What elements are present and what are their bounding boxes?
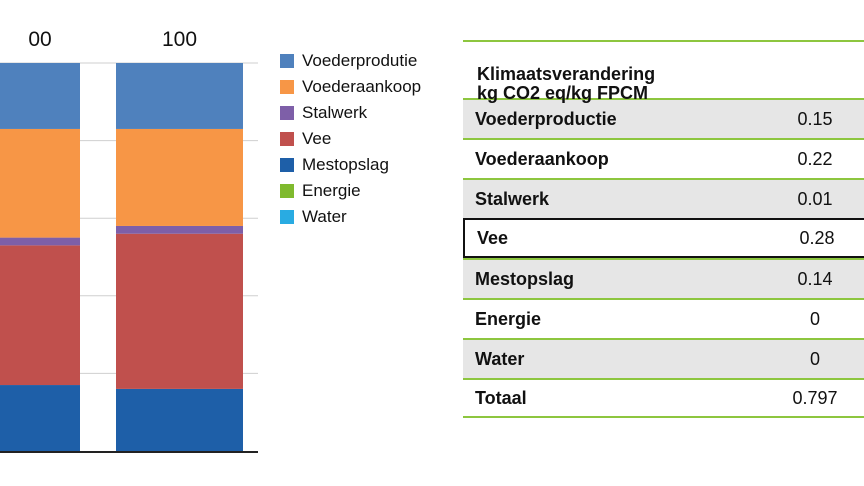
bar-total-label: 00 bbox=[28, 28, 51, 51]
bar-segment-mestopslag bbox=[0, 385, 80, 451]
legend-swatch bbox=[280, 210, 294, 224]
row-label: Mestopslag bbox=[475, 268, 575, 289]
table-row-voederproductie: Voederproductie 0.15 bbox=[463, 98, 864, 138]
stacked-bar-chart: 00 100 bbox=[0, 28, 258, 453]
bar-segment-stalwerk bbox=[116, 225, 243, 234]
legend-item-stalwerk: Stalwerk bbox=[280, 100, 421, 126]
table-row-mestopslag: Mestopslag 0.14 bbox=[463, 258, 864, 298]
row-label: Vee bbox=[477, 227, 509, 248]
bar-segment-vee bbox=[116, 233, 243, 389]
table-title-line2: kg CO2 eq/kg FPCM bbox=[477, 83, 649, 103]
table-title-line1: Klimaatsverandering bbox=[477, 64, 656, 84]
row-label: Voederaankoop bbox=[475, 148, 609, 169]
legend-label: Vee bbox=[302, 129, 332, 148]
legend-label: Stalwerk bbox=[302, 103, 368, 122]
table-row-voederaankoop: Voederaankoop 0.22 bbox=[463, 138, 864, 178]
legend-label: Voederaankoop bbox=[302, 77, 422, 96]
legend-item-voederaankoop: Voederaankoop bbox=[280, 74, 421, 100]
legend-swatch bbox=[280, 132, 294, 146]
legend-label: Mestopslag bbox=[302, 155, 389, 174]
legend-swatch bbox=[280, 106, 294, 120]
row-label: Totaal bbox=[475, 387, 527, 408]
row-label: Stalwerk bbox=[475, 188, 550, 209]
table-row-vee: Vee 0.28 bbox=[463, 218, 864, 258]
row-label: Water bbox=[475, 348, 525, 369]
legend-item-mestopslag: Mestopslag bbox=[280, 152, 421, 178]
row-value: 0.28 bbox=[799, 227, 835, 248]
bar-segment-voederaankoop bbox=[116, 128, 243, 226]
table-row-energie: Energie 0 bbox=[463, 298, 864, 338]
bar-segment-mestopslag bbox=[116, 388, 243, 451]
legend-swatch bbox=[280, 158, 294, 172]
legend-label: Energie bbox=[302, 181, 361, 200]
legend-label: Water bbox=[302, 207, 347, 226]
row-value: 0.01 bbox=[797, 188, 833, 209]
bar-segment-voederprodutie bbox=[116, 63, 243, 129]
row-label: Energie bbox=[475, 308, 542, 329]
row-value: 0.797 bbox=[792, 387, 838, 408]
bar-segment-voederprodutie bbox=[0, 63, 80, 129]
table-top-rule bbox=[463, 40, 864, 42]
row-value: 0.14 bbox=[797, 268, 833, 289]
legend-item-vee: Vee bbox=[280, 126, 421, 152]
bar-segment-vee bbox=[0, 245, 80, 386]
emissions-table: Klimaatsverandering kg CO2 eq/kg FPCM Vo… bbox=[463, 40, 864, 418]
row-value: 0.22 bbox=[797, 148, 833, 169]
row-label: Voederproductie bbox=[475, 108, 617, 129]
table-row-stalwerk: Stalwerk 0.01 bbox=[463, 178, 864, 218]
legend-swatch bbox=[280, 54, 294, 68]
legend-item-energie: Energie bbox=[280, 178, 421, 204]
row-value: 0.15 bbox=[797, 108, 833, 129]
table-row-totaal: Totaal 0.797 bbox=[463, 378, 864, 418]
row-value: 0 bbox=[809, 348, 820, 369]
chart-legend: Voederprodutie Voederaankoop Stalwerk Ve… bbox=[280, 48, 421, 230]
legend-swatch bbox=[280, 184, 294, 198]
bar-total-label: 100 bbox=[162, 28, 197, 51]
table-row-water: Water 0 bbox=[463, 338, 864, 378]
legend-item-water: Water bbox=[280, 204, 421, 230]
table-title: Klimaatsverandering kg CO2 eq/kg FPCM bbox=[463, 42, 864, 103]
bar-segment-stalwerk bbox=[0, 237, 80, 246]
legend-item-voederprodutie: Voederprodutie bbox=[280, 48, 421, 74]
legend-label: Voederprodutie bbox=[302, 51, 418, 70]
row-value: 0 bbox=[809, 308, 820, 329]
bar-segment-voederaankoop bbox=[0, 128, 80, 238]
legend-swatch bbox=[280, 80, 294, 94]
